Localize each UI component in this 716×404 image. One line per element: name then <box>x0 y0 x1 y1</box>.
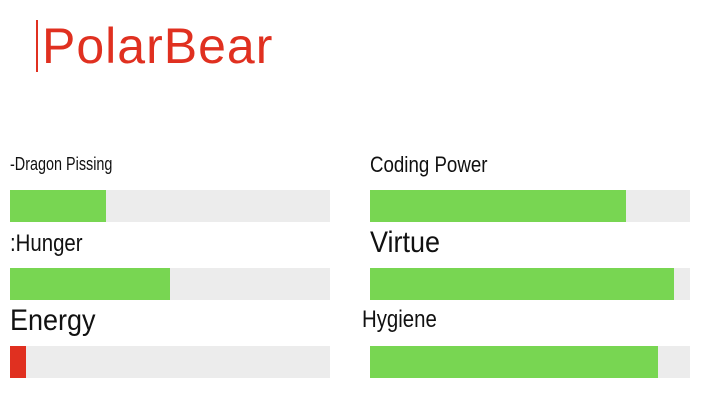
stat-label: Energy <box>10 304 98 338</box>
stat-label: Hygiene <box>362 306 439 334</box>
stat-bar-track <box>370 346 690 378</box>
stat-label: Virtue <box>370 226 442 260</box>
stat-bar-track <box>10 190 330 222</box>
text-cursor <box>36 20 38 72</box>
stat-label: Coding Power <box>370 152 490 178</box>
stat-bar-fill <box>10 346 26 378</box>
stat-virtue: Virtue <box>370 224 690 300</box>
stat-bar-track <box>370 268 690 300</box>
stat-dragon-pissing: -Dragon Pissing <box>10 152 330 222</box>
stat-bar-fill <box>10 268 170 300</box>
stat-coding-power: Coding Power <box>370 152 690 222</box>
stat-bar-track <box>370 190 690 222</box>
stat-label: :Hunger <box>10 230 85 258</box>
stat-bar-fill <box>10 190 106 222</box>
app-header: PolarBear <box>36 16 273 76</box>
stat-label: -Dragon Pissing <box>10 154 115 175</box>
stat-bar-fill <box>370 190 626 222</box>
stat-bar-track <box>10 346 330 378</box>
stat-hygiene: Hygiene <box>362 304 690 378</box>
stat-bar-fill <box>370 268 674 300</box>
stat-bar-fill <box>370 346 658 378</box>
app-title: PolarBear <box>42 18 274 74</box>
stat-bar-track <box>10 268 330 300</box>
stat-hunger: :Hunger <box>10 228 330 300</box>
stat-energy: Energy <box>10 302 330 378</box>
